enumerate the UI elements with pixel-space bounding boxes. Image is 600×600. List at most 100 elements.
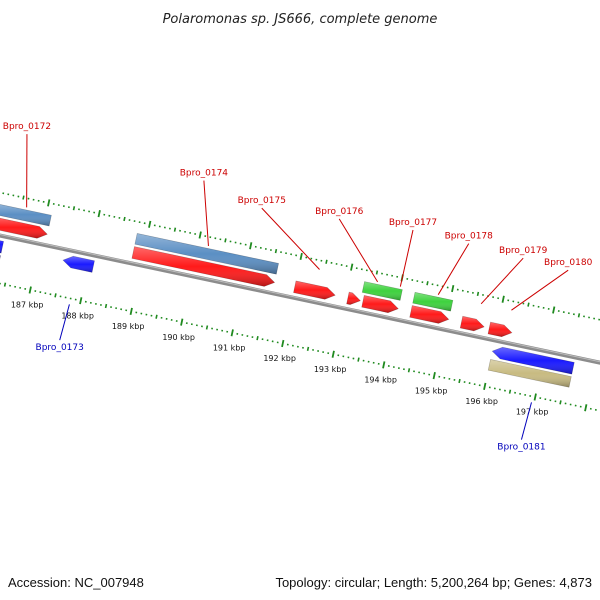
reverse-major-tick (281, 339, 285, 348)
reverse-minor-tick (306, 346, 310, 351)
reverse-gene-arrow-shading (491, 346, 575, 375)
reverse-minor-tick (104, 303, 108, 309)
label-group: Bpro_0172 Bpro_0173 Bpro_0174 Bpro_0175 Bpro… (3, 122, 593, 453)
accession-text: Accession: NC_007948 (8, 575, 144, 590)
reverse-minor-tick (256, 336, 259, 341)
gene-label-bpro_0176: Bpro_0176 (315, 207, 364, 217)
forward-major-tick (198, 231, 202, 239)
forward-minor-tick (476, 291, 480, 297)
tick-label-192: 192 kbp (263, 354, 296, 363)
backbone-group (0, 233, 600, 365)
map-title: Polaromonas sp. JS666, complete genome (163, 12, 438, 27)
reverse-feature-bar-shading (0, 255, 1, 260)
reverse-gene-arrow-shading (62, 255, 95, 273)
gene-label-leader (59, 304, 70, 341)
reverse-major-tick (382, 361, 386, 369)
gene-label-leader (399, 229, 414, 287)
forward-minor-tick (173, 227, 177, 232)
reverse-major-tick (483, 382, 487, 390)
gene-label-bpro_0172: Bpro_0172 (3, 122, 51, 132)
gene-label-bpro_0181: Bpro_0181 (497, 443, 545, 453)
reverse-major-tick (79, 297, 83, 305)
gene-label-leader (511, 269, 569, 311)
gene-label-bpro_0175: Bpro_0175 (238, 196, 286, 206)
forward-gene-arrow-shading (0, 217, 48, 239)
reverse-minor-tick (508, 389, 512, 394)
reverse-major-tick (432, 372, 436, 380)
forward-feature-bar-shading (134, 233, 279, 275)
forward-gene-arrow-shading (361, 295, 399, 314)
forward-minor-tick (426, 281, 429, 286)
reverse-minor-tick (559, 400, 562, 405)
summary-text: Topology: circular; Length: 5,200,264 bp… (275, 575, 592, 590)
reverse-minor-tick (3, 282, 7, 287)
forward-major-tick (47, 199, 51, 207)
forward-minor-tick (123, 216, 126, 222)
tick-label-187: 187 kbp (11, 301, 44, 310)
reverse-major-tick (129, 307, 133, 316)
forward-major-tick (350, 263, 354, 271)
tick-label-190: 190 kbp (162, 333, 195, 342)
gene-label-leader (480, 257, 524, 305)
gene-label-bpro_0177: Bpro_0177 (389, 218, 437, 228)
forward-feature-bar-shading (412, 291, 454, 312)
forward-major-tick (97, 210, 101, 218)
tick-label-188: 188 kbp (61, 311, 94, 320)
tick-label-196: 196 kbp (465, 397, 498, 406)
forward-minor-tick (72, 206, 76, 211)
gene-label-leader (261, 207, 320, 270)
reverse-major-tick (331, 350, 335, 358)
feature-group (0, 204, 575, 388)
reverse-minor-tick (458, 378, 461, 384)
reverse-feature-bar-shading (487, 359, 572, 388)
forward-feature-bar-shading (0, 204, 52, 227)
reverse-gene-arrow-shading (0, 240, 4, 254)
reverse-minor-tick (155, 314, 158, 319)
forward-major-tick (249, 242, 253, 250)
forward-major-tick (299, 252, 303, 261)
tick-label-195: 195 kbp (415, 386, 448, 395)
backbone-highlight (0, 234, 600, 363)
tick-marks: 187 kbp 188 kbp 189 kbp 190 kbp 191 kbp 192 k… (0, 192, 600, 417)
gene-label-bpro_0178: Bpro_0178 (445, 232, 494, 242)
forward-major-tick (501, 295, 505, 303)
reverse-major-tick (230, 329, 234, 337)
tick-label-191: 191 kbp (213, 343, 246, 352)
forward-minor-tick (527, 302, 530, 307)
tick-label-193: 193 kbp (314, 365, 347, 374)
backbone-line (0, 233, 600, 365)
gene-label-leader (203, 180, 209, 247)
tick-label-194: 194 kbp (364, 376, 397, 385)
forward-minor-tick (325, 259, 328, 264)
gene-label-leader (520, 402, 532, 440)
forward-major-tick (148, 220, 152, 228)
forward-gene-arrow-shading (409, 305, 450, 324)
gene-label-bpro_0180: Bpro_0180 (544, 258, 593, 268)
tick-label-189: 189 kbp (112, 322, 145, 331)
forward-minor-tick (22, 195, 25, 200)
gene-label-bpro_0174: Bpro_0174 (180, 169, 229, 179)
forward-gene-arrow-shading (293, 280, 336, 300)
forward-minor-tick (577, 313, 581, 318)
reverse-minor-tick (407, 368, 411, 373)
tick-label-197: 197 kbp (516, 408, 549, 417)
forward-major-tick (451, 284, 455, 293)
forward-major-tick (552, 306, 556, 314)
reverse-major-tick (28, 286, 32, 294)
forward-gene-arrow-shading (459, 315, 485, 332)
reverse-major-tick (584, 404, 588, 412)
reverse-minor-tick (205, 325, 209, 330)
forward-gene-arrow-shading (131, 246, 276, 287)
gene-label-bpro_0179: Bpro_0179 (499, 246, 548, 256)
reverse-major-tick (533, 393, 537, 401)
forward-minor-tick (274, 248, 278, 254)
forward-gene-arrow-shading (487, 321, 513, 338)
reverse-minor-tick (54, 293, 57, 298)
forward-minor-tick (375, 270, 379, 275)
reverse-major-tick (180, 318, 184, 326)
gene-label-leader (437, 243, 470, 295)
forward-minor-tick (224, 238, 227, 243)
forward-feature-bar-shading (361, 281, 403, 301)
gene-label-bpro_0173: Bpro_0173 (36, 343, 84, 353)
